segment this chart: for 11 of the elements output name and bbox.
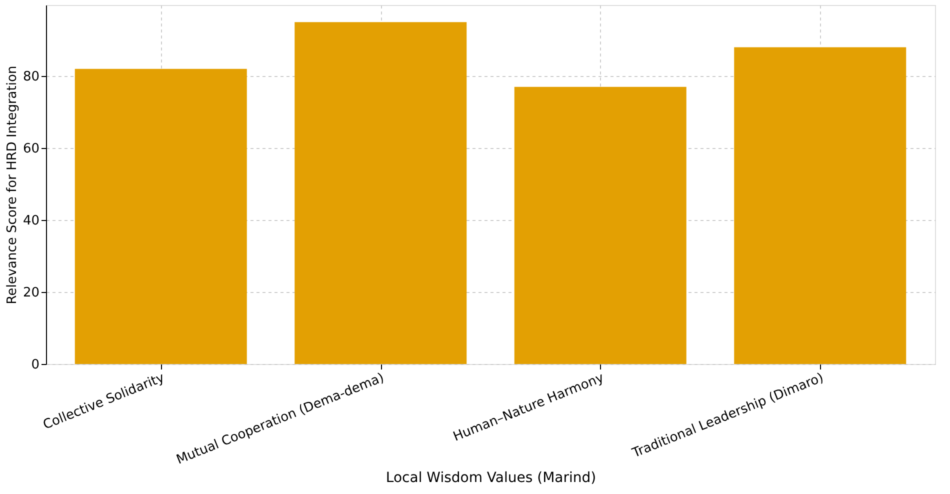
bar (734, 47, 906, 364)
bar (74, 68, 247, 364)
y-tick-label: 0 (31, 358, 40, 372)
bar (294, 22, 467, 364)
x-axis-title: Local Wisdom Values (Marind) (386, 470, 596, 486)
y-axis-title: Relevance Score for HRD Integration (4, 66, 20, 304)
y-tick-label: 20 (22, 286, 40, 301)
y-tick-label: 60 (22, 142, 40, 157)
bar (514, 86, 686, 364)
y-tick-label: 40 (22, 214, 40, 229)
y-tick-label: 80 (22, 70, 40, 85)
